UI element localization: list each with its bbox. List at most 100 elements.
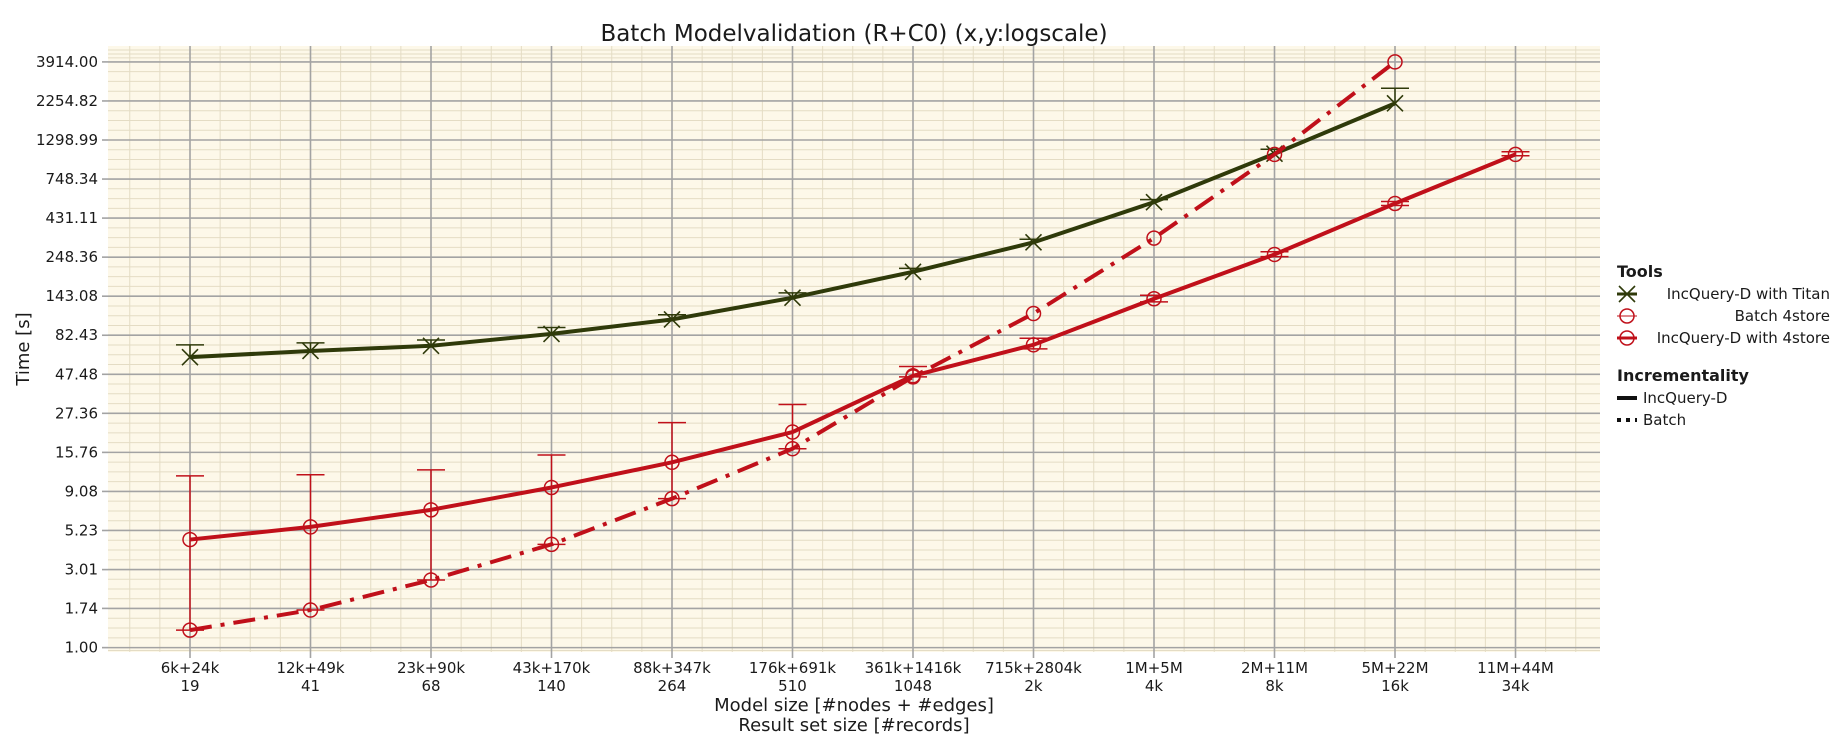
series-line	[189, 152, 1517, 542]
y-tick-label: 1.74	[65, 599, 98, 617]
data-point	[543, 479, 560, 496]
x-tick-label: 1M+5M	[1125, 659, 1183, 677]
data-point-stroke	[422, 337, 440, 355]
x-tick-label-secondary: 8k	[1265, 677, 1284, 695]
x-tick-label-secondary: 16k	[1381, 677, 1409, 695]
x-tick-label-secondary: 140	[537, 677, 566, 695]
data-point-stroke	[1024, 233, 1043, 251]
legend-tools-title: Tools	[1617, 262, 1663, 281]
y-tick-label: 3.01	[65, 561, 98, 579]
y-tick-label: 5.23	[65, 521, 98, 539]
data-point-stroke	[1145, 193, 1163, 211]
data-point	[663, 310, 681, 329]
x-tick-label: 11M+44M	[1477, 659, 1554, 677]
y-tick-label: 15.76	[55, 443, 98, 461]
data-point	[542, 325, 561, 343]
data-point	[422, 337, 440, 355]
data-point-stroke	[181, 348, 199, 366]
y-tick-label: 431.11	[46, 209, 99, 227]
x-tick-label: 2M+11M	[1241, 659, 1308, 677]
x-tick-label-secondary: 4k	[1145, 677, 1164, 695]
x-tick-label-secondary: 19	[180, 677, 199, 695]
data-point-stroke	[783, 289, 802, 307]
data-point-stroke	[301, 342, 320, 360]
y-tick-label: 1298.99	[36, 131, 98, 149]
data-point	[1266, 146, 1283, 163]
data-point-stroke	[663, 310, 681, 329]
x-tick-label: 176k+691k	[749, 659, 837, 677]
x-tick-label: 23k+90k	[397, 659, 465, 677]
legend-incrementality-label: Batch	[1643, 411, 1686, 429]
x-tick-label: 43k+170k	[513, 659, 591, 677]
x-tick-label: 12k+49k	[276, 659, 344, 677]
data-point	[664, 454, 680, 471]
legend-tools: IncQuery-D with Titan Batch 4store IncQuer…	[1617, 285, 1830, 347]
series-2	[176, 146, 1530, 631]
data-point	[783, 289, 802, 307]
legend-tool-label: Batch 4store	[1735, 307, 1830, 325]
data-point	[904, 263, 922, 281]
y-tick-label: 47.48	[55, 365, 98, 383]
data-point	[1266, 246, 1283, 263]
data-point	[1146, 291, 1162, 307]
legend-tool-marker-stroke	[1618, 285, 1636, 303]
x-tick-label: 715k+2804k	[985, 659, 1082, 677]
y-tick-label: 748.34	[46, 170, 99, 188]
x-tick-label: 88k+347k	[633, 659, 711, 677]
data-point-stroke	[542, 325, 561, 343]
y-tick-label: 27.36	[55, 404, 98, 422]
data-point	[1386, 94, 1404, 112]
legend-tool-label: IncQuery-D with Titan	[1667, 285, 1830, 303]
legend-tool-marker	[1618, 285, 1636, 303]
legend-incrementality: IncQuery-D Batch	[1617, 389, 1727, 429]
data-point	[1025, 305, 1042, 322]
legend-tool-label: IncQuery-D with 4store	[1657, 329, 1830, 347]
data-point	[1024, 233, 1043, 251]
y-tick-label: 143.08	[46, 287, 99, 305]
x-tick-label-secondary: 510	[778, 677, 807, 695]
y-tick-label: 82.43	[55, 326, 98, 344]
chart-title: Batch Modelvalidation (R+C0) (x,y:logsca…	[600, 21, 1107, 47]
x-tick-label: 361k+1416k	[865, 659, 962, 677]
data-point	[1387, 195, 1403, 212]
x-tick-label-secondary: 264	[658, 677, 687, 695]
data-point-stroke	[904, 263, 922, 281]
data-point	[182, 531, 198, 548]
x-tick-label: 5M+22M	[1361, 659, 1428, 677]
data-point	[1387, 54, 1403, 70]
series-layer	[176, 54, 1530, 638]
x-tick-label-secondary: 34k	[1502, 677, 1530, 695]
data-point-stroke	[1386, 94, 1404, 112]
x-tick-label-secondary: 41	[301, 677, 320, 695]
data-point	[1025, 337, 1042, 353]
data-point	[1145, 193, 1163, 211]
legend-incrementality-title: Incrementality	[1617, 366, 1750, 385]
legend-tool-marker	[1619, 308, 1635, 324]
data-point	[181, 348, 199, 366]
data-point	[301, 342, 320, 360]
x-tick-label-secondary: 68	[421, 677, 440, 695]
x-tick-label-secondary: 2k	[1024, 677, 1043, 695]
x-axis-label: Model size [#nodes + #edges]	[714, 695, 994, 716]
y-tick-label: 1.00	[65, 639, 98, 657]
minor-grid	[108, 46, 1600, 652]
y-tick-label: 3914.00	[36, 53, 98, 71]
y-tick-labels: 1.00 1.74 3.01 5.23 9.08 15.76 27.36 47.48 82.43…	[36, 53, 98, 657]
data-point	[1507, 146, 1524, 163]
x-tick-label: 6k+24k	[161, 659, 220, 677]
y-tick-label: 2254.82	[36, 92, 98, 110]
data-point	[302, 519, 319, 535]
x-tick-label-secondary: 1048	[894, 677, 932, 695]
data-point	[905, 368, 921, 384]
y-tick-label: 9.08	[65, 482, 98, 500]
y-axis-label: Time [s]	[13, 312, 34, 386]
legend-tool-marker	[1619, 330, 1635, 346]
legend-incrementality-label: IncQuery-D	[1643, 389, 1727, 407]
data-point	[423, 502, 439, 518]
y-tick-label: 248.36	[46, 248, 99, 266]
data-point	[1146, 230, 1162, 246]
data-point	[784, 424, 801, 440]
